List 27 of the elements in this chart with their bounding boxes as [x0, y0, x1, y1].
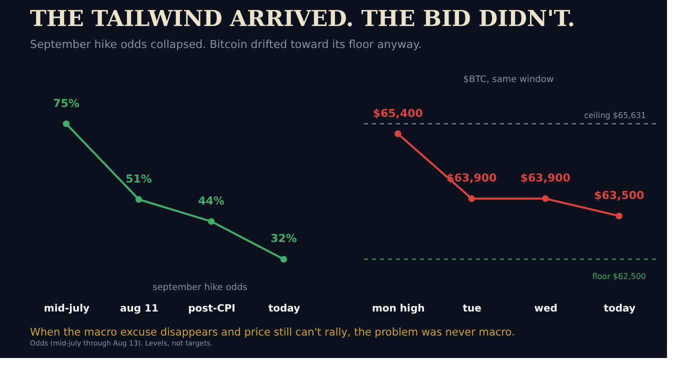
x-tick-label: today — [268, 304, 301, 314]
text: When the macro excuse disappears and price still can't rally, the problem was never macro. — [30, 326, 515, 338]
text: september hike odds — [152, 283, 248, 293]
point — [62, 120, 70, 128]
x-tick-label: wed — [534, 304, 558, 314]
data-label: $63,900 — [446, 172, 498, 185]
data-label: $63,500 — [594, 188, 645, 202]
point — [208, 218, 215, 225]
chart-title: THE TAILWIND ARRIVED. THE BID DIDN'T. — [30, 6, 576, 32]
data-label: $65,400 — [372, 106, 424, 120]
ref-line-label: ceiling $65,631 — [584, 110, 646, 120]
point — [280, 256, 288, 263]
ref-line-label: floor $62,500 — [592, 272, 646, 282]
data-label: 32% — [270, 232, 297, 246]
x-tick-label: aug 11 — [120, 304, 158, 314]
chart-subtitle: September hike odds collapsed. Bitcoin drifted toward its floor anyway. — [30, 38, 422, 51]
data-label: 51% — [126, 172, 152, 186]
data-label: 44% — [198, 194, 224, 208]
data-label: 75% — [53, 96, 80, 110]
x-tick-label: mid-july — [44, 304, 90, 314]
x-tick-label: tue — [462, 304, 482, 314]
x-tick-label: today — [604, 304, 636, 314]
x-tick-label: post-CPI — [188, 304, 236, 314]
x-tick-label: mon high — [372, 304, 425, 314]
data-label: $63,900 — [520, 172, 571, 185]
chart-title: $BTC, same window — [463, 75, 554, 85]
point — [135, 196, 142, 203]
